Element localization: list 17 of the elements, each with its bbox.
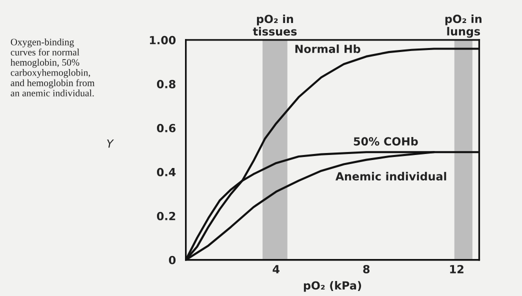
y-tick-label: 0.8 <box>156 80 176 88</box>
x-axis-title: pO₂ (kPa) <box>304 281 362 292</box>
y-tick-label: 0.2 <box>156 212 176 220</box>
text: Oxygen-binding curves for normal hemoglobin, 50% carboxyhemoglobin, and hemoglobin from an anemic individual. <box>10 38 95 96</box>
x-tick-label: 4 <box>272 265 280 274</box>
band-label: pO₂ in lungs <box>445 14 482 38</box>
x-tick-label: 8 <box>363 264 370 274</box>
band-label: pO₂ in tissues <box>252 14 297 36</box>
y-tick-label: 1.00 <box>150 36 176 44</box>
series-label: 50% COHb <box>354 136 418 146</box>
y-tick-label: 0 <box>168 256 176 264</box>
x-tick-label: 12 <box>450 264 464 274</box>
series-label: Anemic individual <box>336 172 446 181</box>
y-tick-label: 0.6 <box>156 124 176 132</box>
series-label: Normal Hb <box>295 44 360 54</box>
y-axis-title: Y <box>107 140 114 148</box>
y-tick-label: 0.4 <box>156 168 176 176</box>
